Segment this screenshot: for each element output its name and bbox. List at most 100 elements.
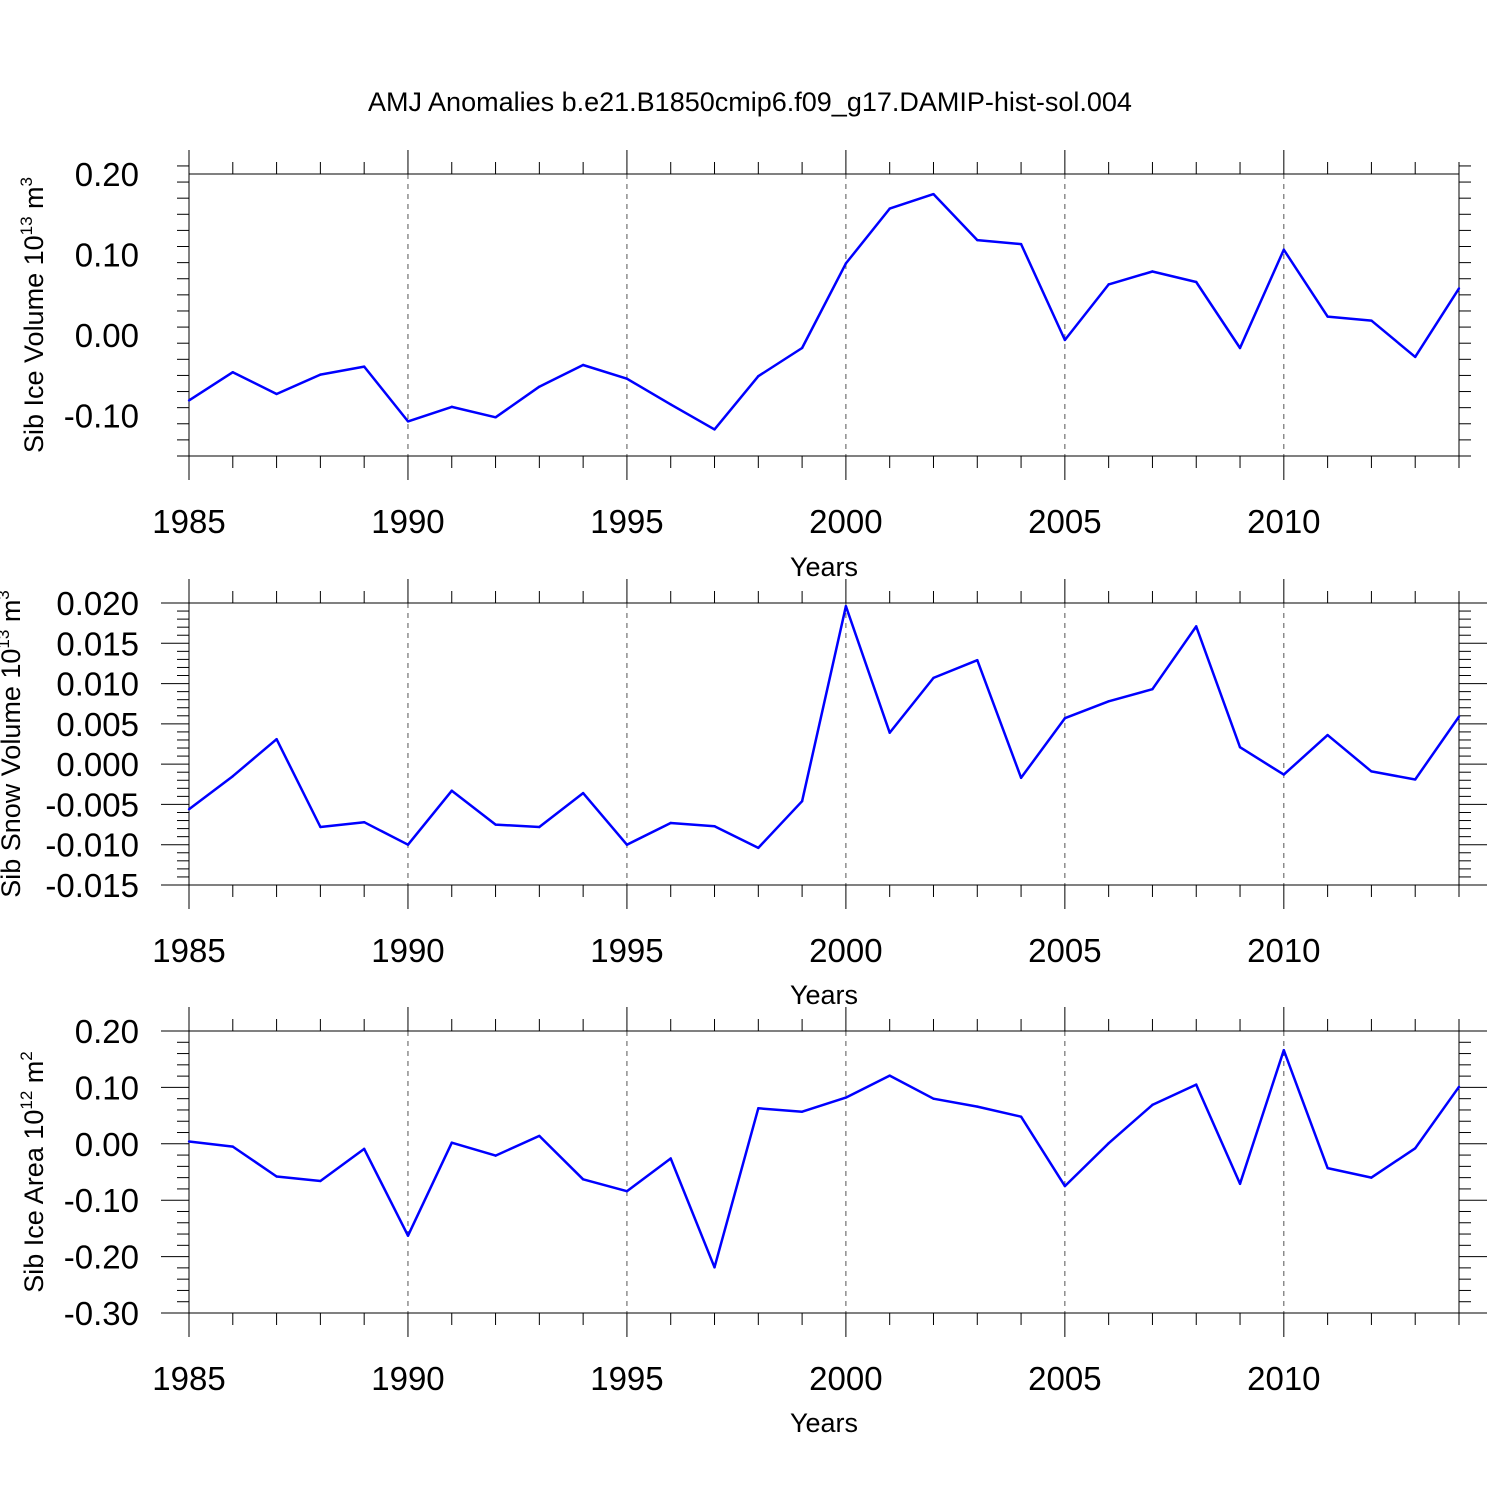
snow-volume-x-tick-label: 2010 bbox=[1247, 932, 1320, 969]
ice-volume-data-point bbox=[406, 420, 410, 423]
ice-volume-data-point bbox=[932, 192, 935, 196]
ice-volume-x-axis-label: Years bbox=[790, 552, 858, 582]
ice-volume-data-point bbox=[888, 207, 891, 210]
ice-volume-y-tick-label: 0.10 bbox=[75, 237, 139, 274]
snow-volume-y-label-base: Sib Snow Volume 10 bbox=[0, 649, 26, 898]
ice-volume-y-label-unit-exp: 3 bbox=[17, 177, 36, 186]
ice-area-data-point bbox=[713, 1266, 716, 1269]
ice-area-y-label-unit-exp: 2 bbox=[17, 1051, 36, 1060]
ice-area-x-tick-label: 1990 bbox=[371, 1360, 444, 1397]
snow-volume-data-point bbox=[319, 825, 322, 829]
ice-area-data-point bbox=[187, 1140, 191, 1143]
ice-area-data-point bbox=[231, 1145, 234, 1148]
snow-volume-data-point bbox=[757, 846, 760, 850]
snow-volume-data-point bbox=[976, 659, 979, 662]
snow-volume-x-tick-label: 1990 bbox=[371, 932, 444, 969]
snow-volume-x-axis-label: Years bbox=[790, 980, 858, 1010]
snow-volume-x-tick-label: 2005 bbox=[1028, 932, 1101, 969]
ice-area-data-point bbox=[844, 1096, 848, 1099]
ice-area-data-point bbox=[888, 1074, 891, 1077]
ice-area-y-tick-label: -0.20 bbox=[64, 1239, 139, 1276]
ice-volume-y-axis-label: Sib Ice Volume 1013 m3 bbox=[17, 177, 49, 453]
ice-area-x-tick-label: 1985 bbox=[152, 1360, 225, 1397]
ice-area-data-point bbox=[494, 1154, 497, 1157]
ice-area-y-tick-label: -0.10 bbox=[64, 1182, 139, 1219]
snow-volume-data-point bbox=[800, 800, 804, 803]
snow-volume-data-point bbox=[581, 791, 585, 795]
snow-volume-data-point bbox=[538, 825, 541, 829]
ice-area-data-point bbox=[538, 1134, 541, 1138]
snow-volume-data-point bbox=[669, 821, 672, 825]
ice-volume-data-point bbox=[450, 405, 453, 409]
ice-area-x-axis-label: Years bbox=[790, 1408, 858, 1438]
ice-volume-data-point bbox=[319, 373, 322, 376]
ice-volume-data-point bbox=[713, 428, 716, 431]
snow-volume-panel: Sib Snow Volume 1013 m3 Years 0.0200.015… bbox=[0, 579, 1487, 1010]
ice-area-data-point bbox=[450, 1141, 453, 1144]
ice-area-data-point bbox=[625, 1189, 629, 1193]
snow-volume-data-point bbox=[1414, 778, 1417, 781]
snow-volume-y-tick-label: -0.010 bbox=[45, 827, 139, 864]
ice-volume-y-tick-label: 0.00 bbox=[75, 317, 139, 354]
snow-volume-data-point bbox=[1019, 776, 1023, 780]
ice-volume-data-point bbox=[1238, 346, 1242, 350]
ice-area-data-point bbox=[275, 1175, 278, 1178]
ice-area-x-tick-label: 1995 bbox=[590, 1360, 663, 1397]
ice-area-y-tick-label: 0.20 bbox=[75, 1013, 139, 1050]
snow-volume-data-point bbox=[1151, 688, 1154, 691]
snow-volume-data-point bbox=[362, 820, 366, 824]
ice-area-data-point bbox=[669, 1157, 672, 1160]
ice-volume-y-tick-label: 0.20 bbox=[75, 156, 139, 193]
ice-volume-data-point bbox=[1414, 355, 1417, 359]
snow-volume-data-point bbox=[1457, 715, 1461, 718]
ice-area-data-point bbox=[1019, 1115, 1023, 1118]
snow-volume-data-point bbox=[1282, 773, 1286, 776]
snow-volume-data-point bbox=[275, 737, 278, 741]
ice-area-data-point bbox=[757, 1107, 760, 1110]
ice-volume-data-point bbox=[800, 346, 804, 350]
ice-area-data-point bbox=[1107, 1142, 1110, 1145]
figure-title: AMJ Anomalies b.e21.B1850cmip6.f09_g17.D… bbox=[368, 87, 1132, 117]
snow-volume-data-point bbox=[1063, 717, 1067, 720]
ice-area-x-tick-label: 2005 bbox=[1028, 1360, 1101, 1397]
ice-area-y-tick-label: 0.10 bbox=[75, 1069, 139, 1106]
ice-volume-plot-frame bbox=[188, 173, 1460, 457]
ice-area-y-axis-label: Sib Ice Area 1012 m2 bbox=[17, 1051, 49, 1293]
snow-volume-y-tick-label: -0.015 bbox=[45, 867, 139, 904]
snow-volume-data-point bbox=[625, 843, 629, 846]
snow-volume-data-point bbox=[1326, 733, 1329, 737]
snow-volume-data-point bbox=[187, 808, 191, 811]
snow-volume-data-point bbox=[844, 605, 848, 608]
ice-volume-y-label-unit: m bbox=[19, 186, 49, 216]
snow-volume-x-tick-label: 2000 bbox=[809, 932, 882, 969]
snow-volume-data-point bbox=[1370, 770, 1373, 773]
snow-volume-data-point bbox=[231, 775, 234, 778]
ice-volume-x-tick-label: 2005 bbox=[1028, 503, 1101, 540]
ice-volume-y-tick-label: -0.10 bbox=[64, 398, 139, 435]
snow-volume-data-point bbox=[932, 676, 935, 680]
ice-volume-series-line bbox=[188, 192, 1461, 431]
snow-volume-y-label-exp: 13 bbox=[0, 630, 13, 649]
ice-volume-data-point bbox=[669, 403, 672, 406]
ice-volume-data-point bbox=[1326, 315, 1329, 318]
ice-volume-x-tick-label: 1995 bbox=[590, 503, 663, 540]
ice-area-data-point bbox=[800, 1110, 804, 1113]
ice-area-y-label-unit: m bbox=[19, 1061, 49, 1091]
ice-volume-data-point bbox=[187, 399, 191, 402]
ice-area-data-point bbox=[1326, 1166, 1329, 1170]
ice-area-data-point bbox=[1414, 1147, 1417, 1150]
ice-area-data-point bbox=[1370, 1176, 1373, 1179]
ice-area-y-tick-label: 0.00 bbox=[75, 1126, 139, 1163]
ice-area-data-point bbox=[1151, 1103, 1154, 1107]
ice-area-data-point bbox=[319, 1179, 322, 1183]
ice-volume-data-point bbox=[1063, 338, 1067, 342]
snow-volume-y-tick-label: 0.010 bbox=[56, 666, 139, 703]
ice-area-data-point bbox=[1063, 1184, 1067, 1188]
ice-volume-data-point bbox=[757, 375, 760, 378]
ice-volume-y-label-exp: 13 bbox=[17, 216, 36, 235]
snow-volume-data-point bbox=[450, 789, 453, 792]
ice-area-data-point bbox=[976, 1105, 979, 1108]
ice-area-y-label-exp: 12 bbox=[17, 1091, 36, 1110]
snow-volume-x-tick-label: 1985 bbox=[152, 932, 225, 969]
